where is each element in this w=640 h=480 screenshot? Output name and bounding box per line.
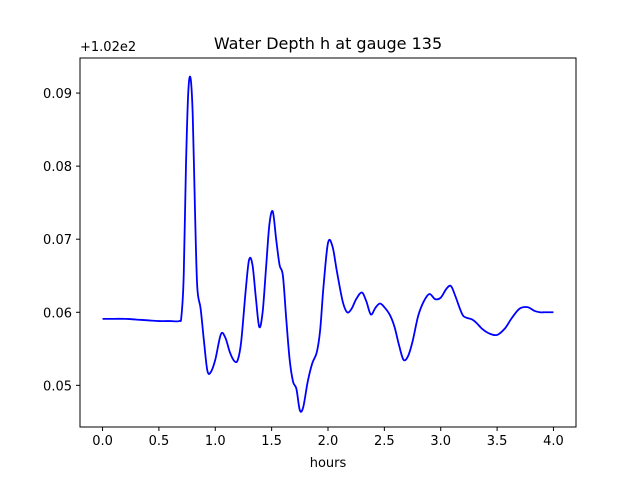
y-tick-label: 0.05 xyxy=(43,379,72,394)
x-tick-label: 0.5 xyxy=(149,434,170,449)
series-line-0 xyxy=(102,75,554,413)
x-tick-label: 0.0 xyxy=(92,434,113,449)
x-tick-label: 3.5 xyxy=(487,434,508,449)
x-tick-label: 4.0 xyxy=(543,434,564,449)
x-tick-label: 2.5 xyxy=(374,434,395,449)
chart-title: Water Depth h at gauge 135 xyxy=(214,34,442,53)
y-tick-label: 0.06 xyxy=(43,306,72,321)
y-tick-label: 0.09 xyxy=(43,87,72,102)
x-tick-label: 1.5 xyxy=(261,434,282,449)
y-tick-label: 0.08 xyxy=(43,160,72,175)
x-axis-label: hours xyxy=(310,456,347,471)
y-tick-label: 0.07 xyxy=(43,233,72,248)
x-tick-label: 1.0 xyxy=(205,434,226,449)
y-offset-label: +1.02e2 xyxy=(80,40,136,55)
plot-area: 0.0 0.5 1.0 1.5 2.0 2.5 3.0 3.5 4.0 0.05 0.06 0.07 0… xyxy=(43,57,577,449)
x-tick-label: 2.0 xyxy=(318,434,339,449)
x-tick-label: 3.0 xyxy=(430,434,451,449)
